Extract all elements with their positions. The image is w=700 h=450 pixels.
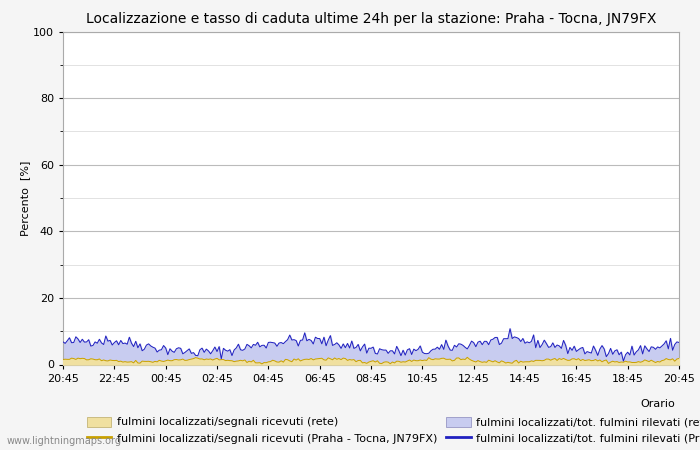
Title: Localizzazione e tasso di caduta ultime 24h per la stazione: Praha - Tocna, JN79: Localizzazione e tasso di caduta ultime …	[86, 12, 656, 26]
Text: Orario: Orario	[640, 399, 676, 409]
Text: www.lightningmaps.org: www.lightningmaps.org	[7, 436, 122, 446]
Legend: fulmini localizzati/segnali ricevuti (rete), fulmini localizzati/segnali ricevut: fulmini localizzati/segnali ricevuti (re…	[87, 417, 700, 444]
Y-axis label: Percento  [%]: Percento [%]	[20, 160, 30, 236]
